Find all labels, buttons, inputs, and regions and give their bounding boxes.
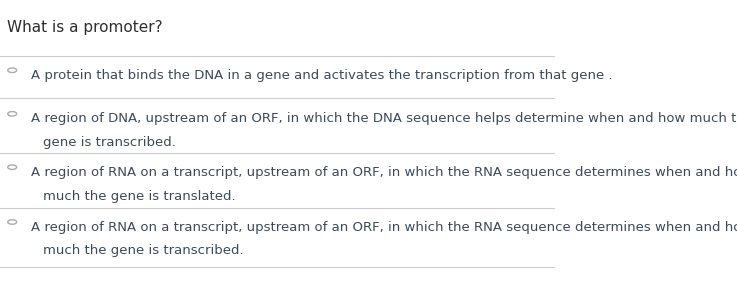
Text: A region of RNA on a transcript, upstream of an ORF, in which the RNA sequence d: A region of RNA on a transcript, upstrea… <box>30 221 737 234</box>
Text: A region of RNA on a transcript, upstream of an ORF, in which the RNA sequence d: A region of RNA on a transcript, upstrea… <box>30 166 737 179</box>
Text: much the gene is translated.: much the gene is translated. <box>43 190 235 203</box>
Text: gene is transcribed.: gene is transcribed. <box>43 136 175 149</box>
Text: much the gene is transcribed.: much the gene is transcribed. <box>43 244 243 257</box>
Text: A protein that binds the DNA in a gene and activates the transcription from that: A protein that binds the DNA in a gene a… <box>30 69 612 82</box>
Text: What is a promoter?: What is a promoter? <box>7 20 162 35</box>
Text: A region of DNA, upstream of an ORF, in which the DNA sequence helps determine w: A region of DNA, upstream of an ORF, in … <box>30 112 737 125</box>
